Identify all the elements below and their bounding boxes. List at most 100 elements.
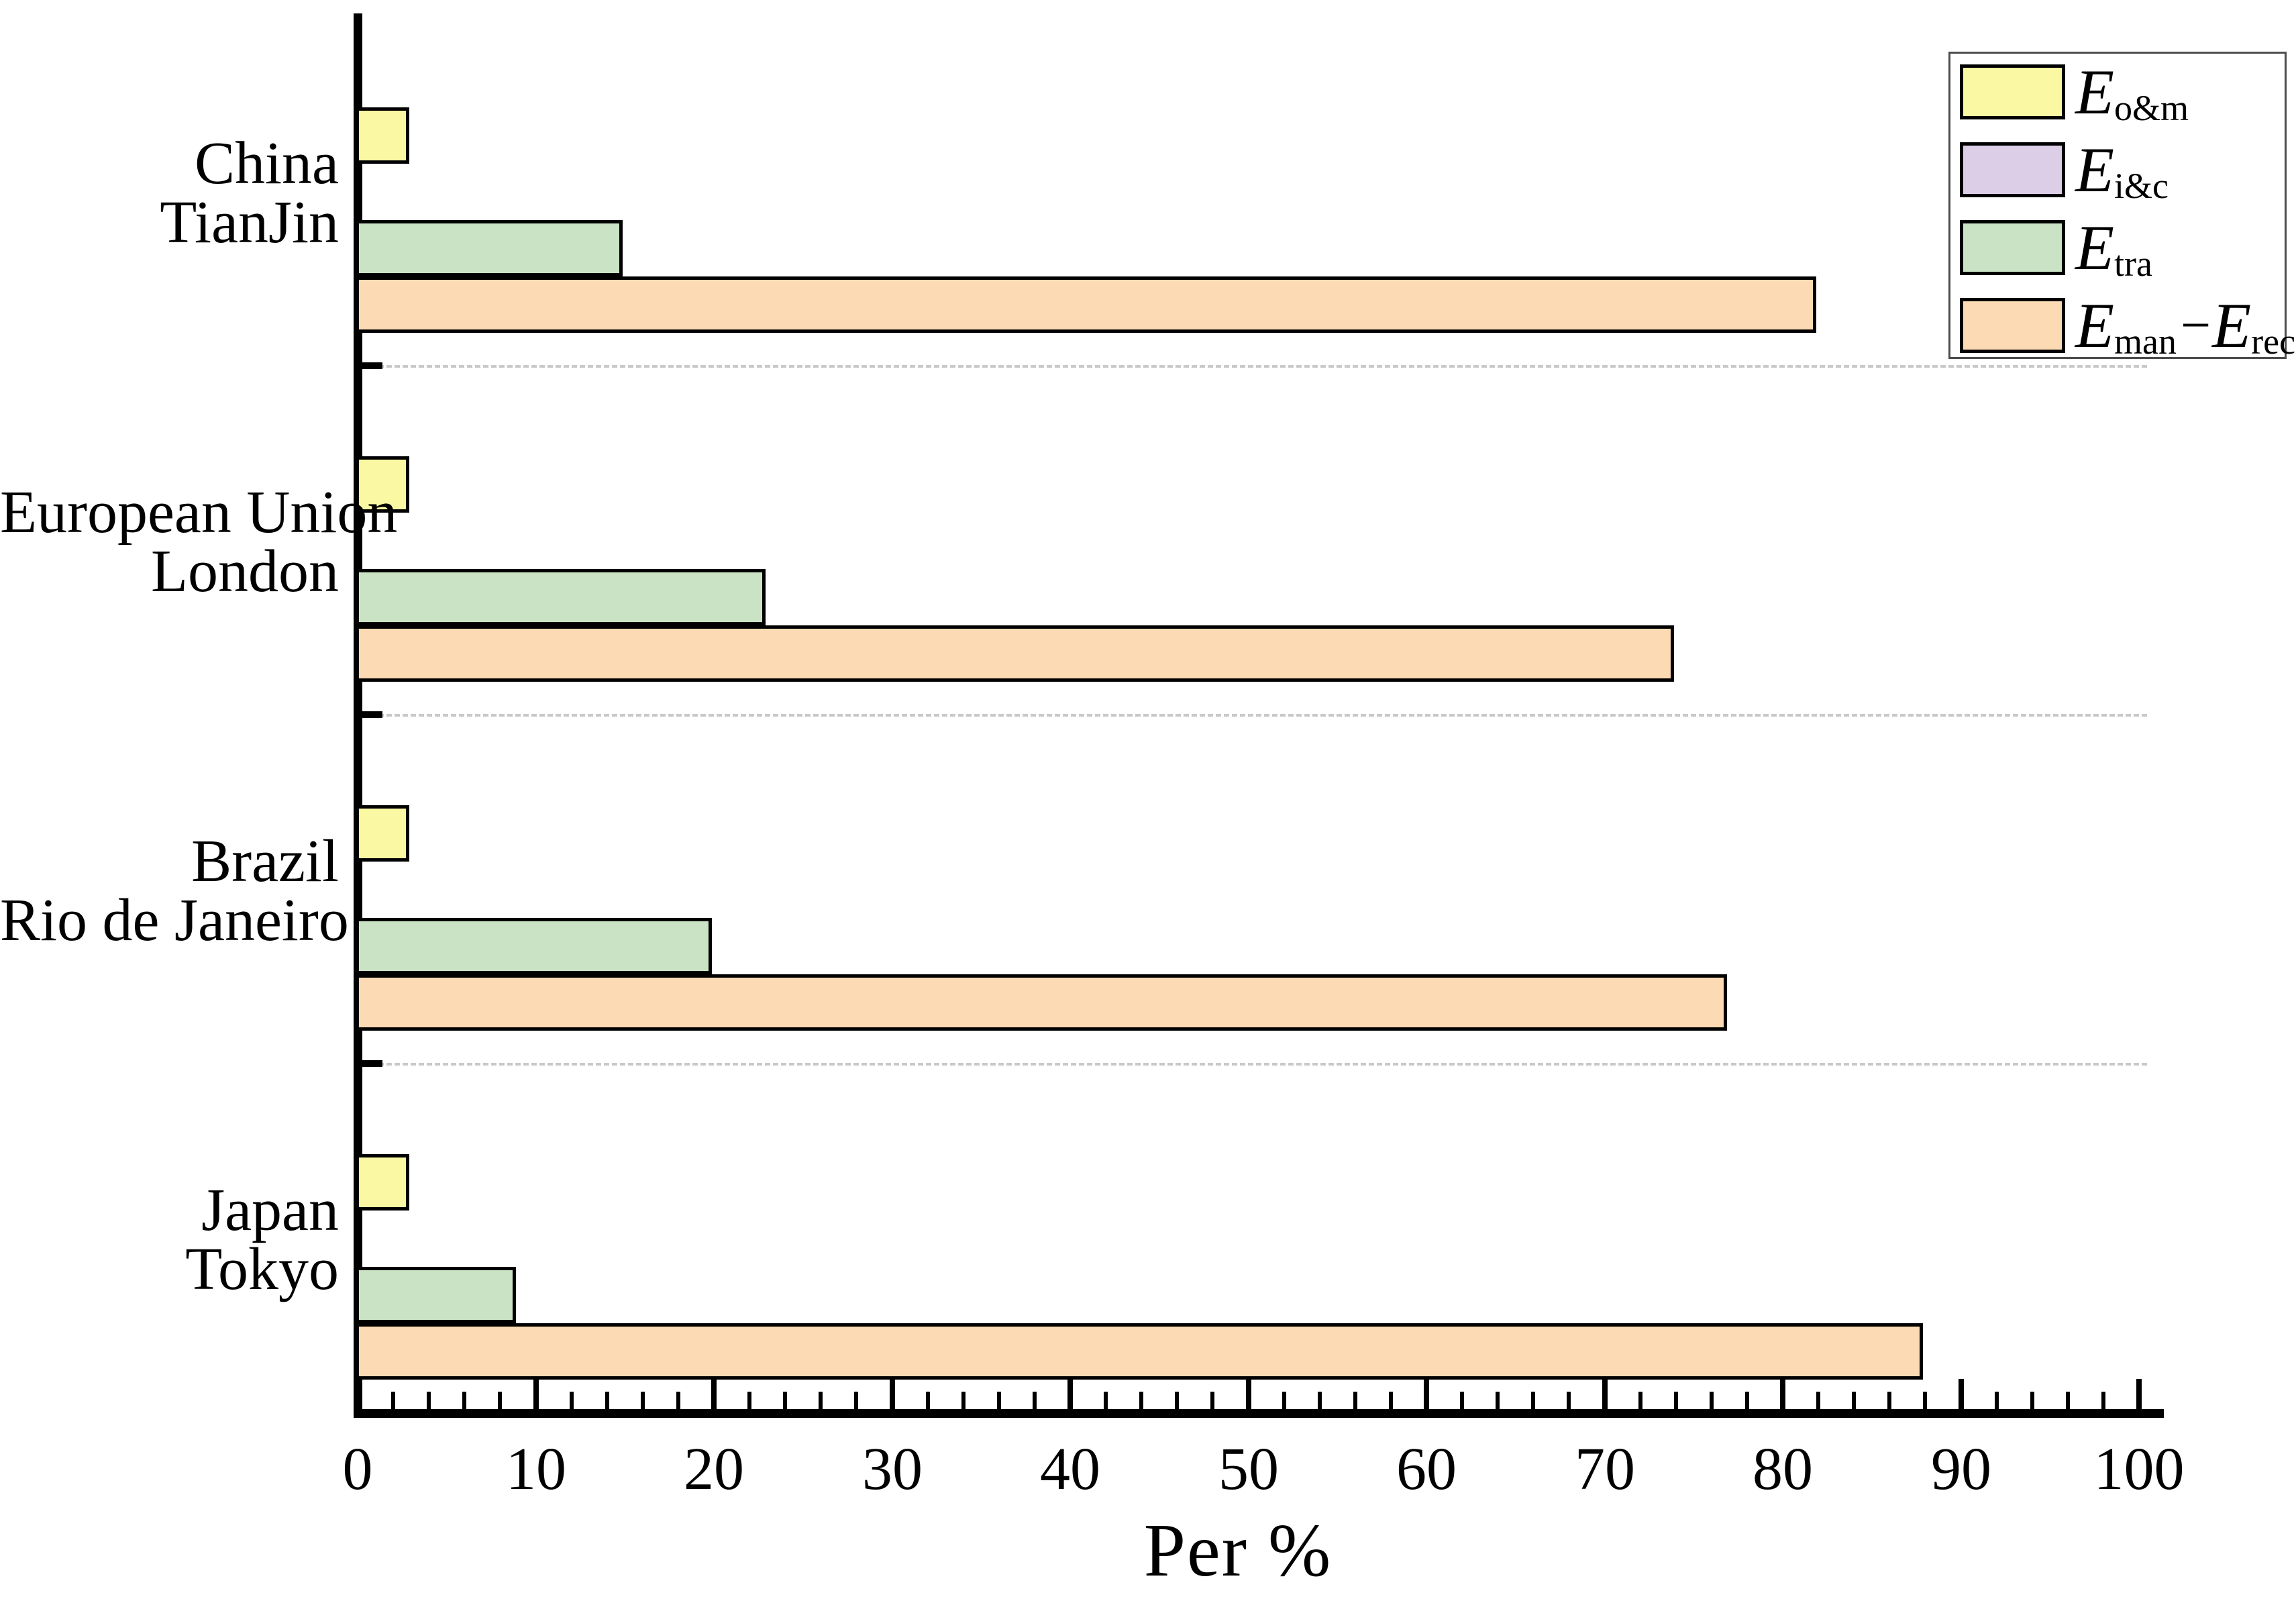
x-minor-tick-68 xyxy=(1567,1392,1571,1409)
bar-E_o&m-group0 xyxy=(356,107,409,164)
x-minor-tick-22 xyxy=(747,1392,751,1409)
x-tick-label-30: 30 xyxy=(862,1436,923,1502)
x-axis-title: Per % xyxy=(1143,1509,1333,1592)
legend-label-segment: man xyxy=(2114,321,2177,362)
x-minor-tick-12 xyxy=(570,1392,574,1409)
x-tick-label-70: 70 xyxy=(1575,1436,1635,1502)
x-minor-tick-82 xyxy=(1816,1392,1820,1409)
x-minor-tick-36 xyxy=(997,1392,1001,1409)
legend-label-segment: tra xyxy=(2114,244,2152,284)
bar-E_man-E_rec-group1 xyxy=(356,625,1674,682)
bar-E_man-E_rec-group2 xyxy=(356,974,1727,1031)
x-minor-tick-2 xyxy=(391,1392,395,1409)
legend-swatch-E_o&m xyxy=(1960,64,2065,119)
x-minor-tick-96 xyxy=(2066,1392,2070,1409)
y-axis-tick-0 xyxy=(362,362,382,369)
legend-label-segment: E xyxy=(2075,212,2115,283)
x-minor-tick-14 xyxy=(605,1392,609,1409)
x-tick-label-10: 10 xyxy=(506,1436,566,1502)
category-label-tokyo: Tokyo xyxy=(185,1236,339,1302)
x-tick-label-90: 90 xyxy=(1931,1436,1991,1502)
x-minor-tick-34 xyxy=(961,1392,966,1409)
legend-label-segment: E xyxy=(2212,290,2252,361)
bar-E_tra-group3 xyxy=(356,1267,516,1323)
x-tick-label-20: 20 xyxy=(684,1436,744,1502)
x-major-tick-80 xyxy=(1780,1379,1785,1409)
x-minor-tick-38 xyxy=(1033,1392,1037,1409)
y-axis-tick-1 xyxy=(362,711,382,718)
x-minor-tick-58 xyxy=(1389,1392,1393,1409)
x-major-tick-90 xyxy=(1959,1379,1964,1409)
x-major-tick-70 xyxy=(1602,1379,1608,1409)
legend-label-segment: i&c xyxy=(2114,166,2169,206)
x-minor-tick-72 xyxy=(1638,1392,1642,1409)
group-separator-1 xyxy=(362,714,2147,717)
x-minor-tick-92 xyxy=(1995,1392,1999,1409)
x-minor-tick-56 xyxy=(1353,1392,1357,1409)
category-label-rio-de-janeiro: Rio de Janeiro xyxy=(0,887,349,954)
bar-E_man-E_rec-group3 xyxy=(356,1323,1923,1380)
x-minor-tick-78 xyxy=(1745,1392,1749,1409)
bar-E_o&m-group2 xyxy=(356,805,409,862)
x-axis-line xyxy=(354,1409,2164,1418)
x-minor-tick-16 xyxy=(641,1392,645,1409)
x-minor-tick-66 xyxy=(1531,1392,1535,1409)
legend-label-segment: o&m xyxy=(2114,88,2189,128)
x-major-tick-0 xyxy=(355,1379,360,1409)
legend-label-segment: − xyxy=(2181,296,2211,355)
bar-E_tra-group0 xyxy=(356,220,623,276)
x-minor-tick-8 xyxy=(498,1392,502,1409)
bar-E_man-E_rec-group0 xyxy=(356,276,1816,333)
category-label-london: London xyxy=(151,538,339,605)
x-minor-tick-44 xyxy=(1139,1392,1143,1409)
x-minor-tick-28 xyxy=(854,1392,858,1409)
x-tick-label-0: 0 xyxy=(342,1436,373,1502)
category-label-japan: Japan xyxy=(201,1177,339,1243)
legend-label-segment: E xyxy=(2075,290,2115,361)
x-tick-label-40: 40 xyxy=(1040,1436,1100,1502)
x-minor-tick-42 xyxy=(1104,1392,1108,1409)
legend-label-segment: E xyxy=(2075,56,2115,127)
x-minor-tick-4 xyxy=(427,1392,431,1409)
x-minor-tick-76 xyxy=(1710,1392,1714,1409)
x-minor-tick-48 xyxy=(1210,1392,1214,1409)
legend-label-segment: E xyxy=(2075,134,2115,205)
x-tick-label-80: 80 xyxy=(1753,1436,1813,1502)
x-minor-tick-46 xyxy=(1175,1392,1179,1409)
x-minor-tick-32 xyxy=(926,1392,930,1409)
x-major-tick-100 xyxy=(2136,1379,2142,1409)
y-axis-tick-2 xyxy=(362,1060,382,1067)
x-major-tick-40 xyxy=(1067,1379,1073,1409)
x-minor-tick-74 xyxy=(1674,1392,1678,1409)
category-label-tianjin: TianJin xyxy=(160,189,339,256)
x-tick-label-100: 100 xyxy=(2093,1436,2185,1502)
group-separator-2 xyxy=(362,1063,2147,1066)
x-minor-tick-94 xyxy=(2030,1392,2034,1409)
x-minor-tick-18 xyxy=(676,1392,680,1409)
category-label-china: China xyxy=(195,130,339,197)
x-major-tick-20 xyxy=(711,1379,717,1409)
legend-swatch-E_man-E_rec xyxy=(1960,298,2065,353)
bar-E_tra-group2 xyxy=(356,918,712,974)
x-minor-tick-98 xyxy=(2101,1392,2105,1409)
x-major-tick-30 xyxy=(890,1379,895,1409)
bar-E_tra-group1 xyxy=(356,569,766,625)
legend-swatch-E_tra xyxy=(1960,220,2065,275)
y-axis-line xyxy=(354,13,362,1418)
x-minor-tick-64 xyxy=(1496,1392,1500,1409)
x-major-tick-60 xyxy=(1424,1379,1429,1409)
x-minor-tick-88 xyxy=(1923,1392,1927,1409)
category-label-european-union: European Union xyxy=(0,479,398,546)
category-label-brazil: Brazil xyxy=(191,828,339,894)
x-minor-tick-52 xyxy=(1282,1392,1286,1409)
x-minor-tick-84 xyxy=(1852,1392,1856,1409)
x-minor-tick-62 xyxy=(1460,1392,1464,1409)
